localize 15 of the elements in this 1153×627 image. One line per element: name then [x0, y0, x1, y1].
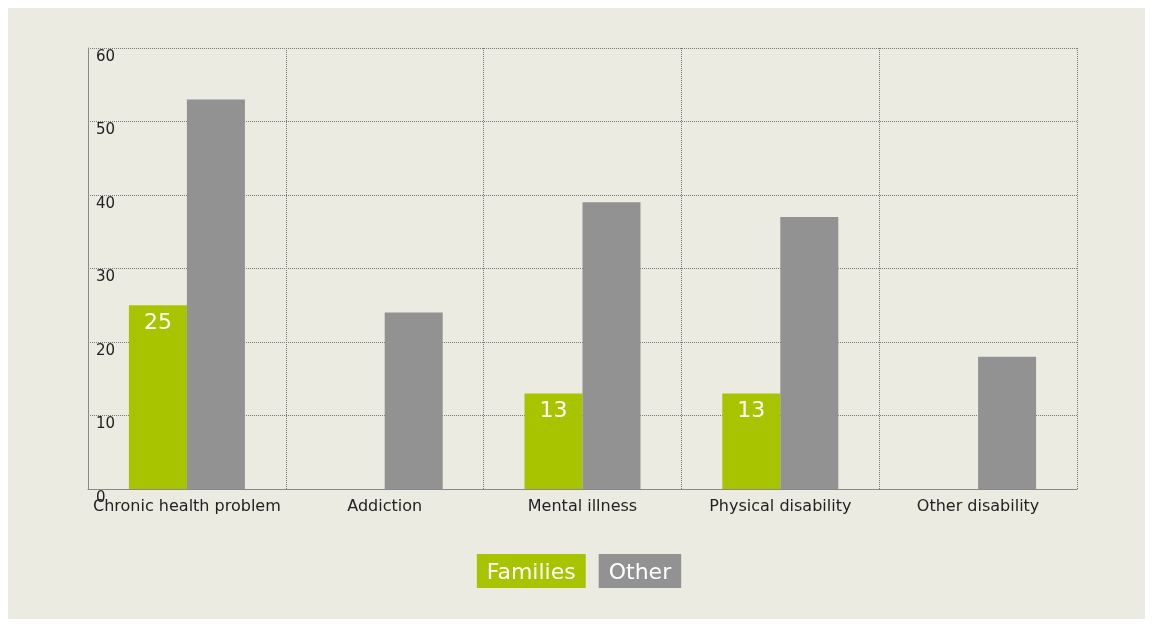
data-label: 13	[737, 396, 766, 422]
x-tick-label: Other disability	[916, 495, 1040, 515]
data-label: 13	[539, 396, 568, 422]
y-tick-label: 50	[96, 120, 116, 138]
y-tick-label: 10	[96, 414, 116, 432]
x-tick-label: Mental illness	[527, 495, 638, 515]
y-tick-label: 40	[96, 193, 116, 212]
data-label: 25	[143, 308, 172, 334]
y-tick-label: 60	[96, 46, 116, 65]
x-tick-label: Physical disability	[709, 495, 852, 515]
y-tick-label: 30	[96, 267, 116, 285]
text: Families	[486, 558, 576, 584]
y-tick-label: 20	[96, 340, 116, 359]
x-tick-label: Addiction	[347, 495, 423, 515]
text: Other	[608, 558, 673, 584]
